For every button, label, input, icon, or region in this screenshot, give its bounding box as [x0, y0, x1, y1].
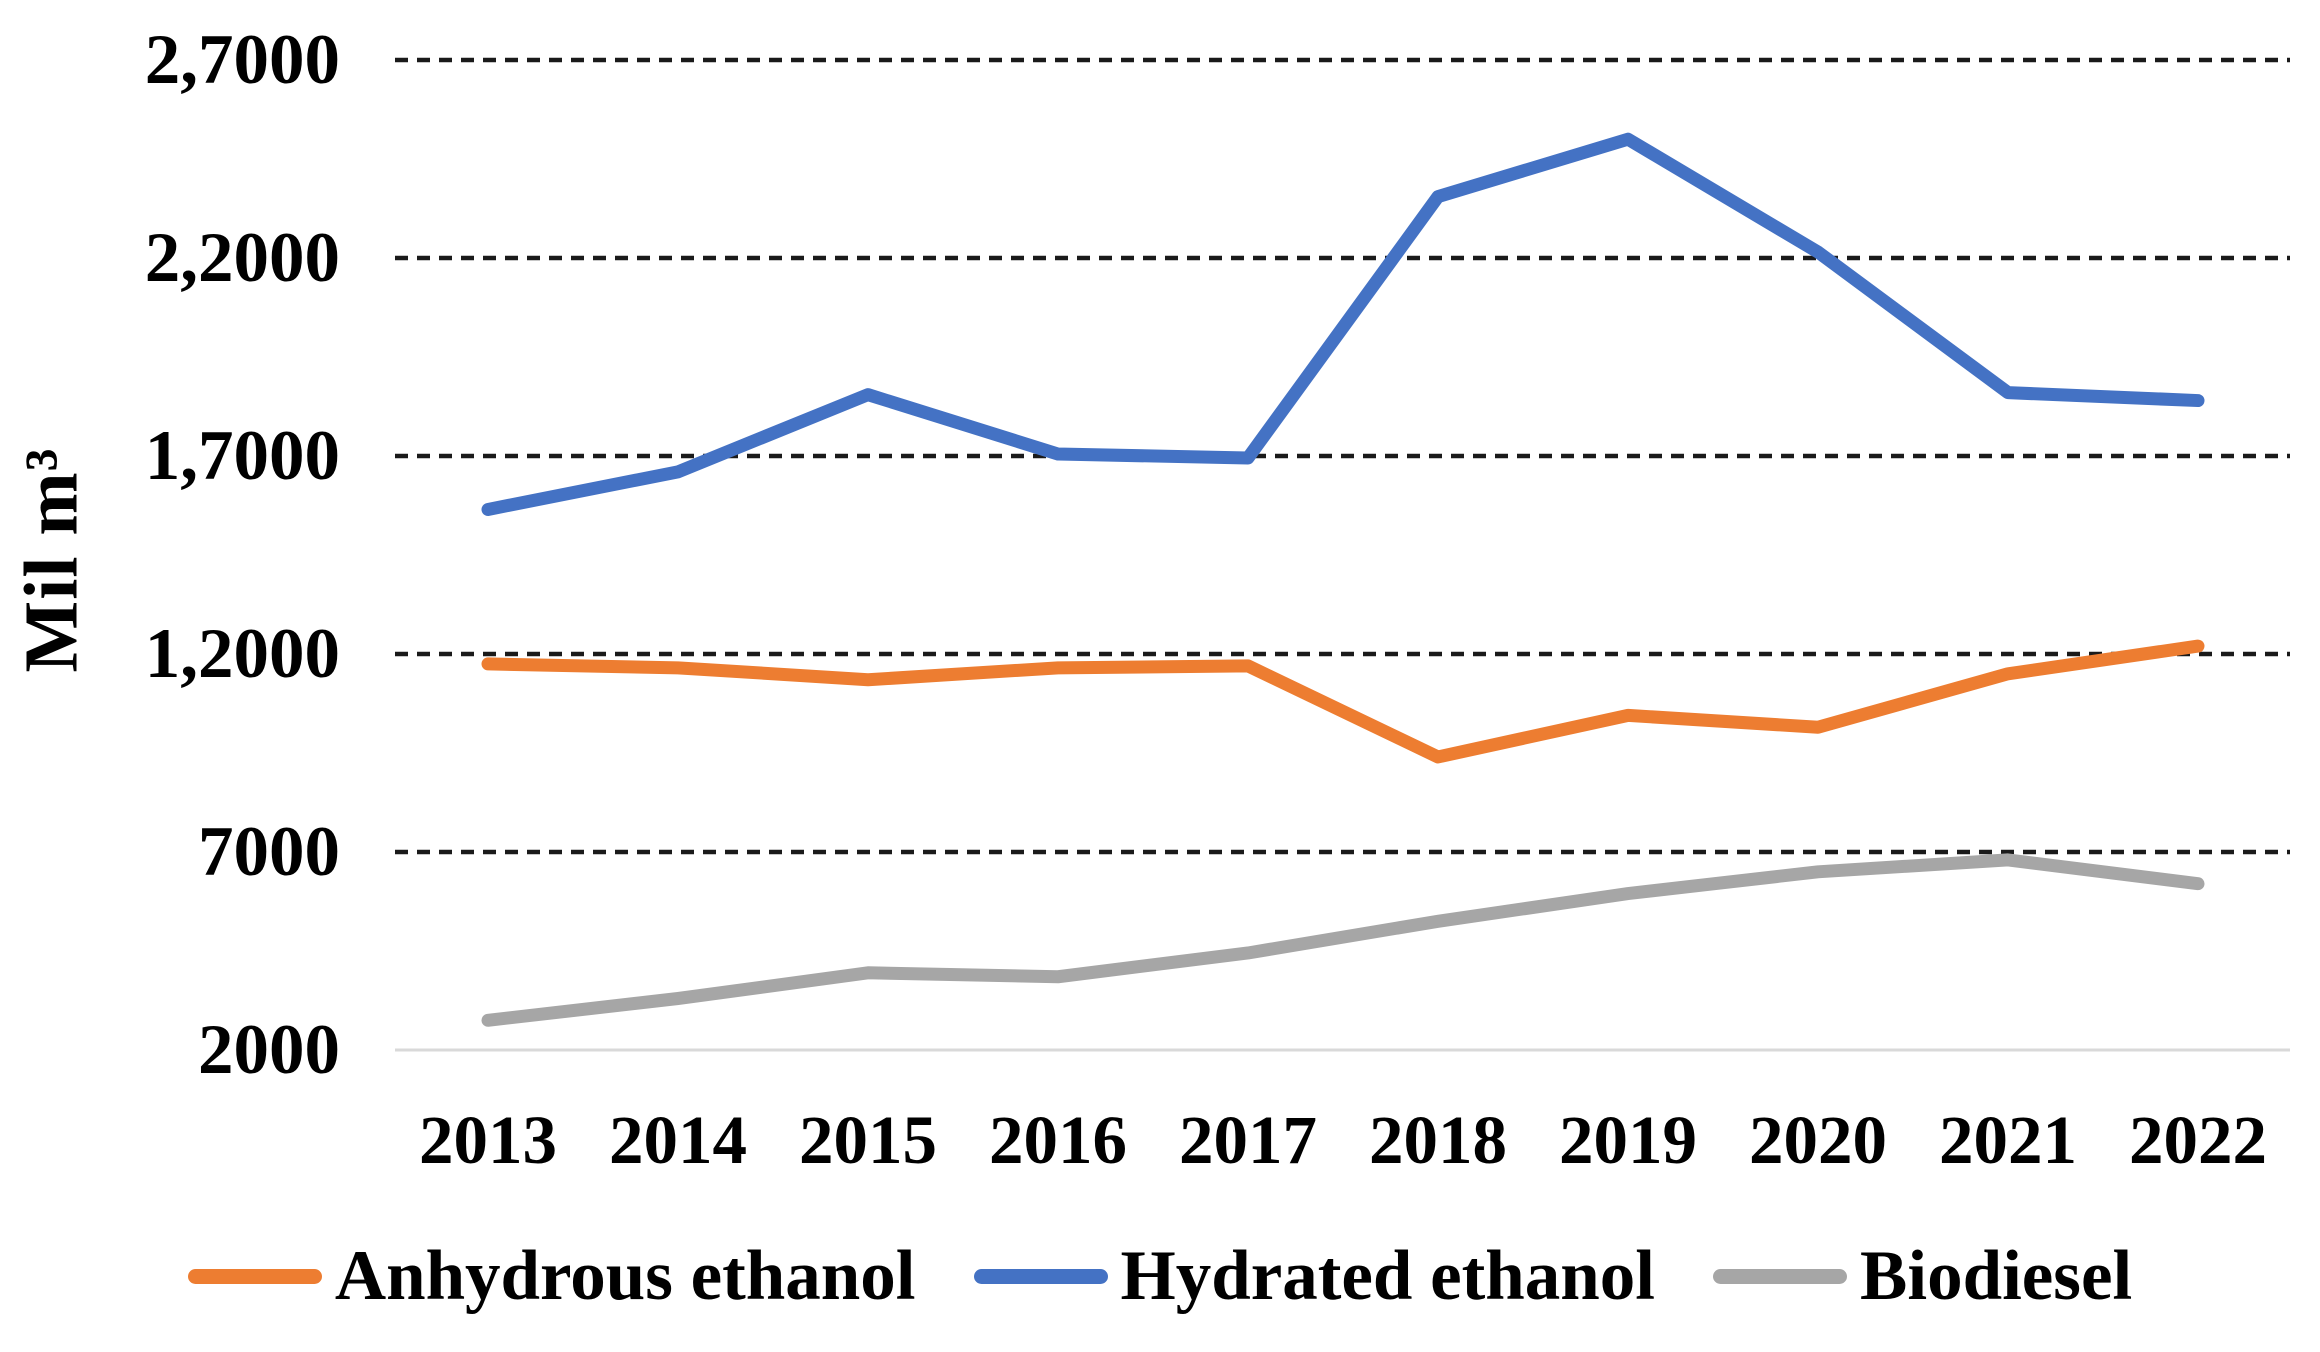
legend-swatch-anhydrous-ethanol [187, 1268, 322, 1284]
y-tick-label: 2000 [198, 1011, 340, 1089]
y-tick-label: 7000 [198, 813, 340, 891]
x-tick-label-2022: 2022 [2129, 1102, 2267, 1178]
x-tick-label-2015: 2015 [799, 1102, 937, 1178]
legend-label-biodiesel: Biodiesel [1860, 1237, 2133, 1315]
x-tick-label-2017: 2017 [1179, 1102, 1317, 1178]
legend-swatch-hydrated-ethanol [973, 1268, 1108, 1284]
x-tick-label-2016: 2016 [989, 1102, 1127, 1178]
legend-item-anhydrous-ethanol: Anhydrous ethanol [187, 1236, 916, 1316]
x-tick-label-2014: 2014 [609, 1102, 747, 1178]
x-tick-label-2019: 2019 [1559, 1102, 1697, 1178]
x-tick-label-2021: 2021 [1939, 1102, 2077, 1178]
legend-item-biodiesel: Biodiesel [1713, 1236, 2132, 1316]
y-tick-label: 1,2000 [144, 615, 340, 693]
x-tick-label-2018: 2018 [1369, 1102, 1507, 1178]
y-tick-label: 1,7000 [144, 417, 340, 495]
chart-legend: Anhydrous ethanol Hydrated ethanol Biodies… [0, 1236, 2320, 1316]
legend-swatch-biodiesel [1713, 1268, 1847, 1284]
series-line-hydrated-ethanol [481, 132, 2205, 516]
legend-label-hydrated-ethanol: Hydrated ethanol [1120, 1237, 1655, 1315]
y-tick-label: 2,2000 [144, 219, 340, 297]
x-tick-label-2020: 2020 [1749, 1102, 1887, 1178]
y-tick-label: 2,7000 [144, 21, 340, 99]
series-line-anhydrous-ethanol [481, 639, 2205, 764]
legend-label-anhydrous-ethanol: Anhydrous ethanol [334, 1237, 916, 1315]
legend-item-hydrated-ethanol: Hydrated ethanol [973, 1236, 1655, 1316]
x-tick-label-2013: 2013 [419, 1102, 557, 1178]
series-line-biodiesel [481, 853, 2205, 1027]
